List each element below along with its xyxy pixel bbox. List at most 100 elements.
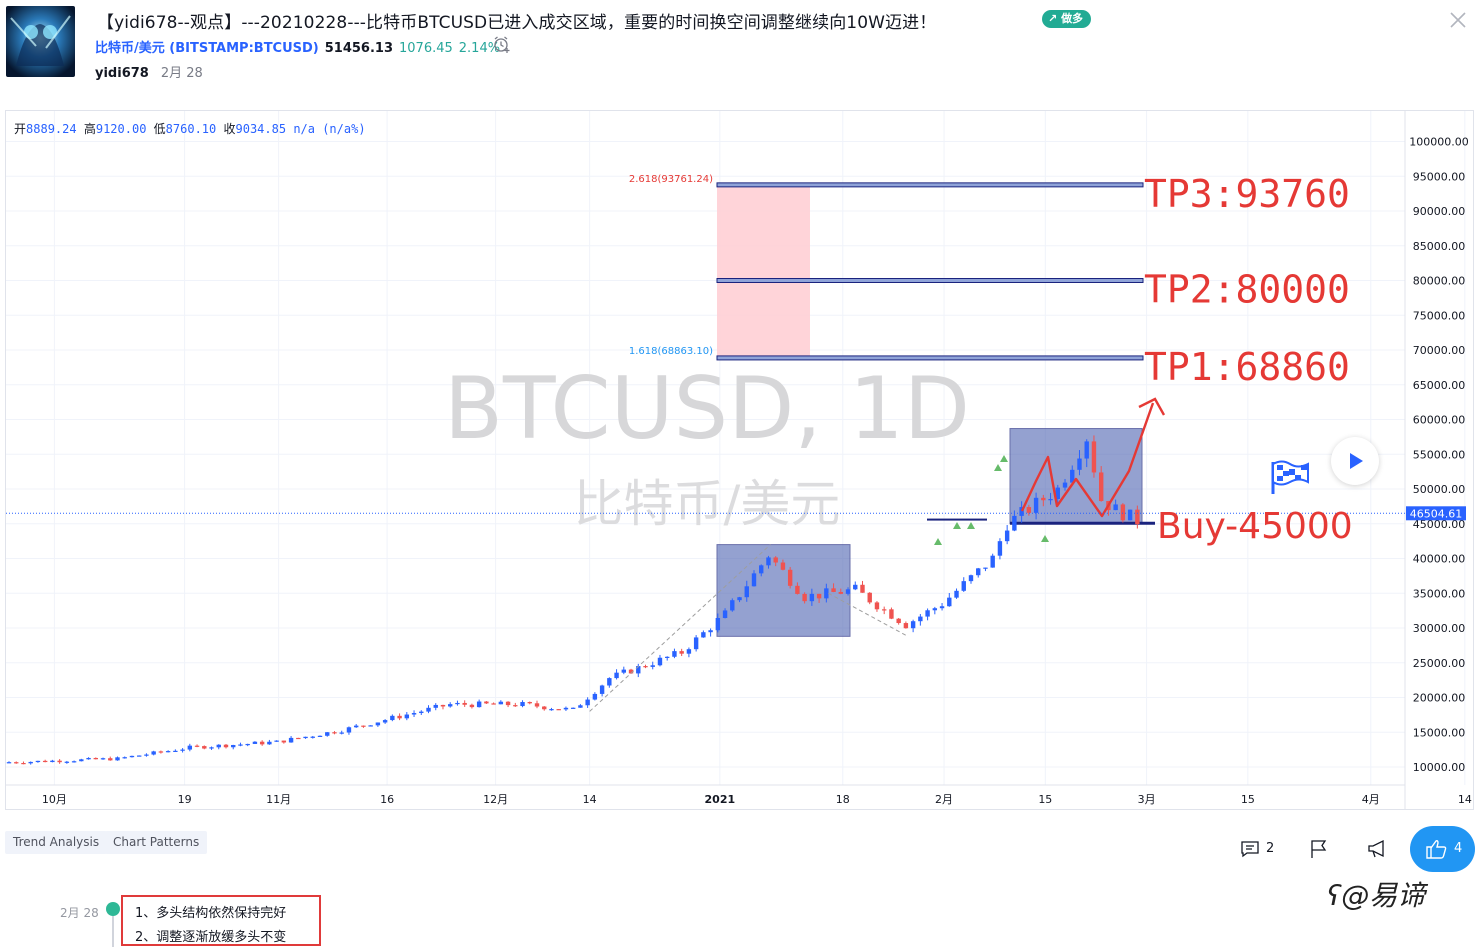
candle-body xyxy=(57,760,62,763)
symbol-change-percent: 2.14% xyxy=(458,41,501,56)
candle-body xyxy=(144,754,149,756)
candle-body xyxy=(491,703,496,705)
price-tick-label: 75000.00 xyxy=(1413,309,1466,322)
time-tick-label: 4月 xyxy=(1362,793,1380,806)
candle-body xyxy=(853,584,858,590)
candle-body xyxy=(484,701,489,704)
candle-body xyxy=(173,750,178,752)
candle-body xyxy=(831,588,836,592)
chart-panel[interactable]: BTCUSD, 1D 比特币/美元 100000.00 95000.00 90000… xyxy=(5,110,1474,810)
report-button[interactable] xyxy=(1308,838,1330,860)
share-button[interactable] xyxy=(1366,838,1390,860)
candle-body xyxy=(780,562,786,570)
add-alert-button[interactable] xyxy=(493,35,511,53)
close-label: 收 xyxy=(223,122,236,136)
candle-body xyxy=(860,584,865,593)
candle-body xyxy=(787,569,793,586)
source-watermark: ʕ@易谛 xyxy=(1327,874,1425,914)
candle-body xyxy=(14,762,19,764)
time-tick-label: 18 xyxy=(836,793,850,806)
candle-body xyxy=(426,707,431,712)
time-tick-label: 2021 xyxy=(705,793,736,806)
buy-label: Buy-45000 xyxy=(1157,506,1353,547)
symbol-link[interactable]: 比特币/美元 (BITSTAMP:BTCUSD) xyxy=(95,41,319,56)
checkered-flag-icon xyxy=(1268,458,1314,496)
time-tick-label: 15 xyxy=(1038,793,1052,806)
candle-body xyxy=(1033,497,1039,513)
candle-body xyxy=(353,725,359,728)
candle-body xyxy=(816,593,822,599)
time-tick-label: 19 xyxy=(178,793,192,806)
candle-body xyxy=(238,744,243,746)
candle-body xyxy=(310,736,315,738)
candle-body xyxy=(86,757,91,760)
author-name[interactable]: yidi678 xyxy=(95,66,149,81)
buy-signal-arrow xyxy=(934,538,942,545)
candle-body xyxy=(303,736,308,739)
candle-body xyxy=(939,606,945,609)
candle-body xyxy=(1077,458,1082,470)
candle-body xyxy=(751,573,757,587)
buy-signal-arrow xyxy=(1000,455,1008,462)
close-button[interactable] xyxy=(1446,8,1470,32)
tag-trend-analysis[interactable]: Trend Analysis xyxy=(5,831,108,854)
candle-body xyxy=(339,732,344,734)
candle-body xyxy=(657,657,663,666)
candle-body xyxy=(744,586,749,598)
price-tick-label: 40000.00 xyxy=(1413,553,1466,566)
symbol-price: 51456.13 xyxy=(324,41,394,56)
candle-body xyxy=(462,702,467,705)
candle-body xyxy=(6,762,12,764)
candle-body xyxy=(476,701,482,708)
price-tick-label: 85000.00 xyxy=(1413,240,1466,253)
candle-body xyxy=(773,557,778,563)
tp1-label: TP1:68860 xyxy=(1144,345,1350,389)
candle-body xyxy=(896,618,901,624)
play-replay-button[interactable] xyxy=(1331,437,1379,485)
candle-body xyxy=(643,666,648,668)
candle-body xyxy=(93,757,98,760)
candle-body xyxy=(281,740,287,743)
time-tick-label: 3月 xyxy=(1138,793,1156,806)
close-icon xyxy=(1450,12,1466,28)
candle-body xyxy=(1084,441,1089,459)
price-chart[interactable]: BTCUSD, 1D 比特币/美元 100000.00 95000.00 90000… xyxy=(6,111,1473,809)
candle-body xyxy=(158,751,164,753)
candle-body xyxy=(715,618,721,631)
candle-body xyxy=(165,751,171,753)
projection-line xyxy=(589,544,771,712)
candlestick-series xyxy=(6,435,1140,765)
candle-body xyxy=(469,704,475,708)
candle-body xyxy=(1127,509,1133,521)
candle-body xyxy=(223,744,229,748)
watermark-text: @易谛 xyxy=(1341,879,1426,912)
note-line-1: 1、多头结构依然保持完好 xyxy=(135,906,287,921)
buy-signal-arrow xyxy=(953,522,961,529)
tag-chart-patterns[interactable]: Chart Patterns xyxy=(105,831,208,854)
candle-body xyxy=(382,720,388,723)
likes-count: 4 xyxy=(1454,841,1463,856)
candle-body xyxy=(368,725,373,727)
drawing-overlays xyxy=(589,397,1166,712)
candle-body xyxy=(592,693,598,700)
comments-button[interactable]: 2 xyxy=(1240,838,1280,860)
timeline-line xyxy=(112,916,114,947)
thumbs-up-icon xyxy=(1426,840,1447,859)
buy-signal-arrow xyxy=(994,464,1002,471)
candle-body xyxy=(954,590,959,598)
candle-body xyxy=(607,678,612,686)
time-tick-label: 16 xyxy=(380,793,394,806)
note-line-2: 2、调整逐渐放缓多头不变 xyxy=(135,930,287,945)
author-avatar[interactable] xyxy=(6,6,75,77)
symbol-name: 比特币/美元 xyxy=(95,41,165,56)
candle-body xyxy=(1026,507,1032,513)
alarm-clock-icon xyxy=(494,36,510,53)
candle-body xyxy=(202,746,207,749)
candle-body xyxy=(1091,441,1097,473)
high-value: 9120.00 xyxy=(95,122,147,136)
boost-like-button[interactable]: 4 xyxy=(1410,826,1475,872)
ohlc-legend: 开8889.24 高9120.00 低8760.10 收9034.85 n/a … xyxy=(14,120,366,137)
candle-body xyxy=(433,704,438,708)
candle-body xyxy=(100,758,106,760)
support-line xyxy=(927,518,987,521)
